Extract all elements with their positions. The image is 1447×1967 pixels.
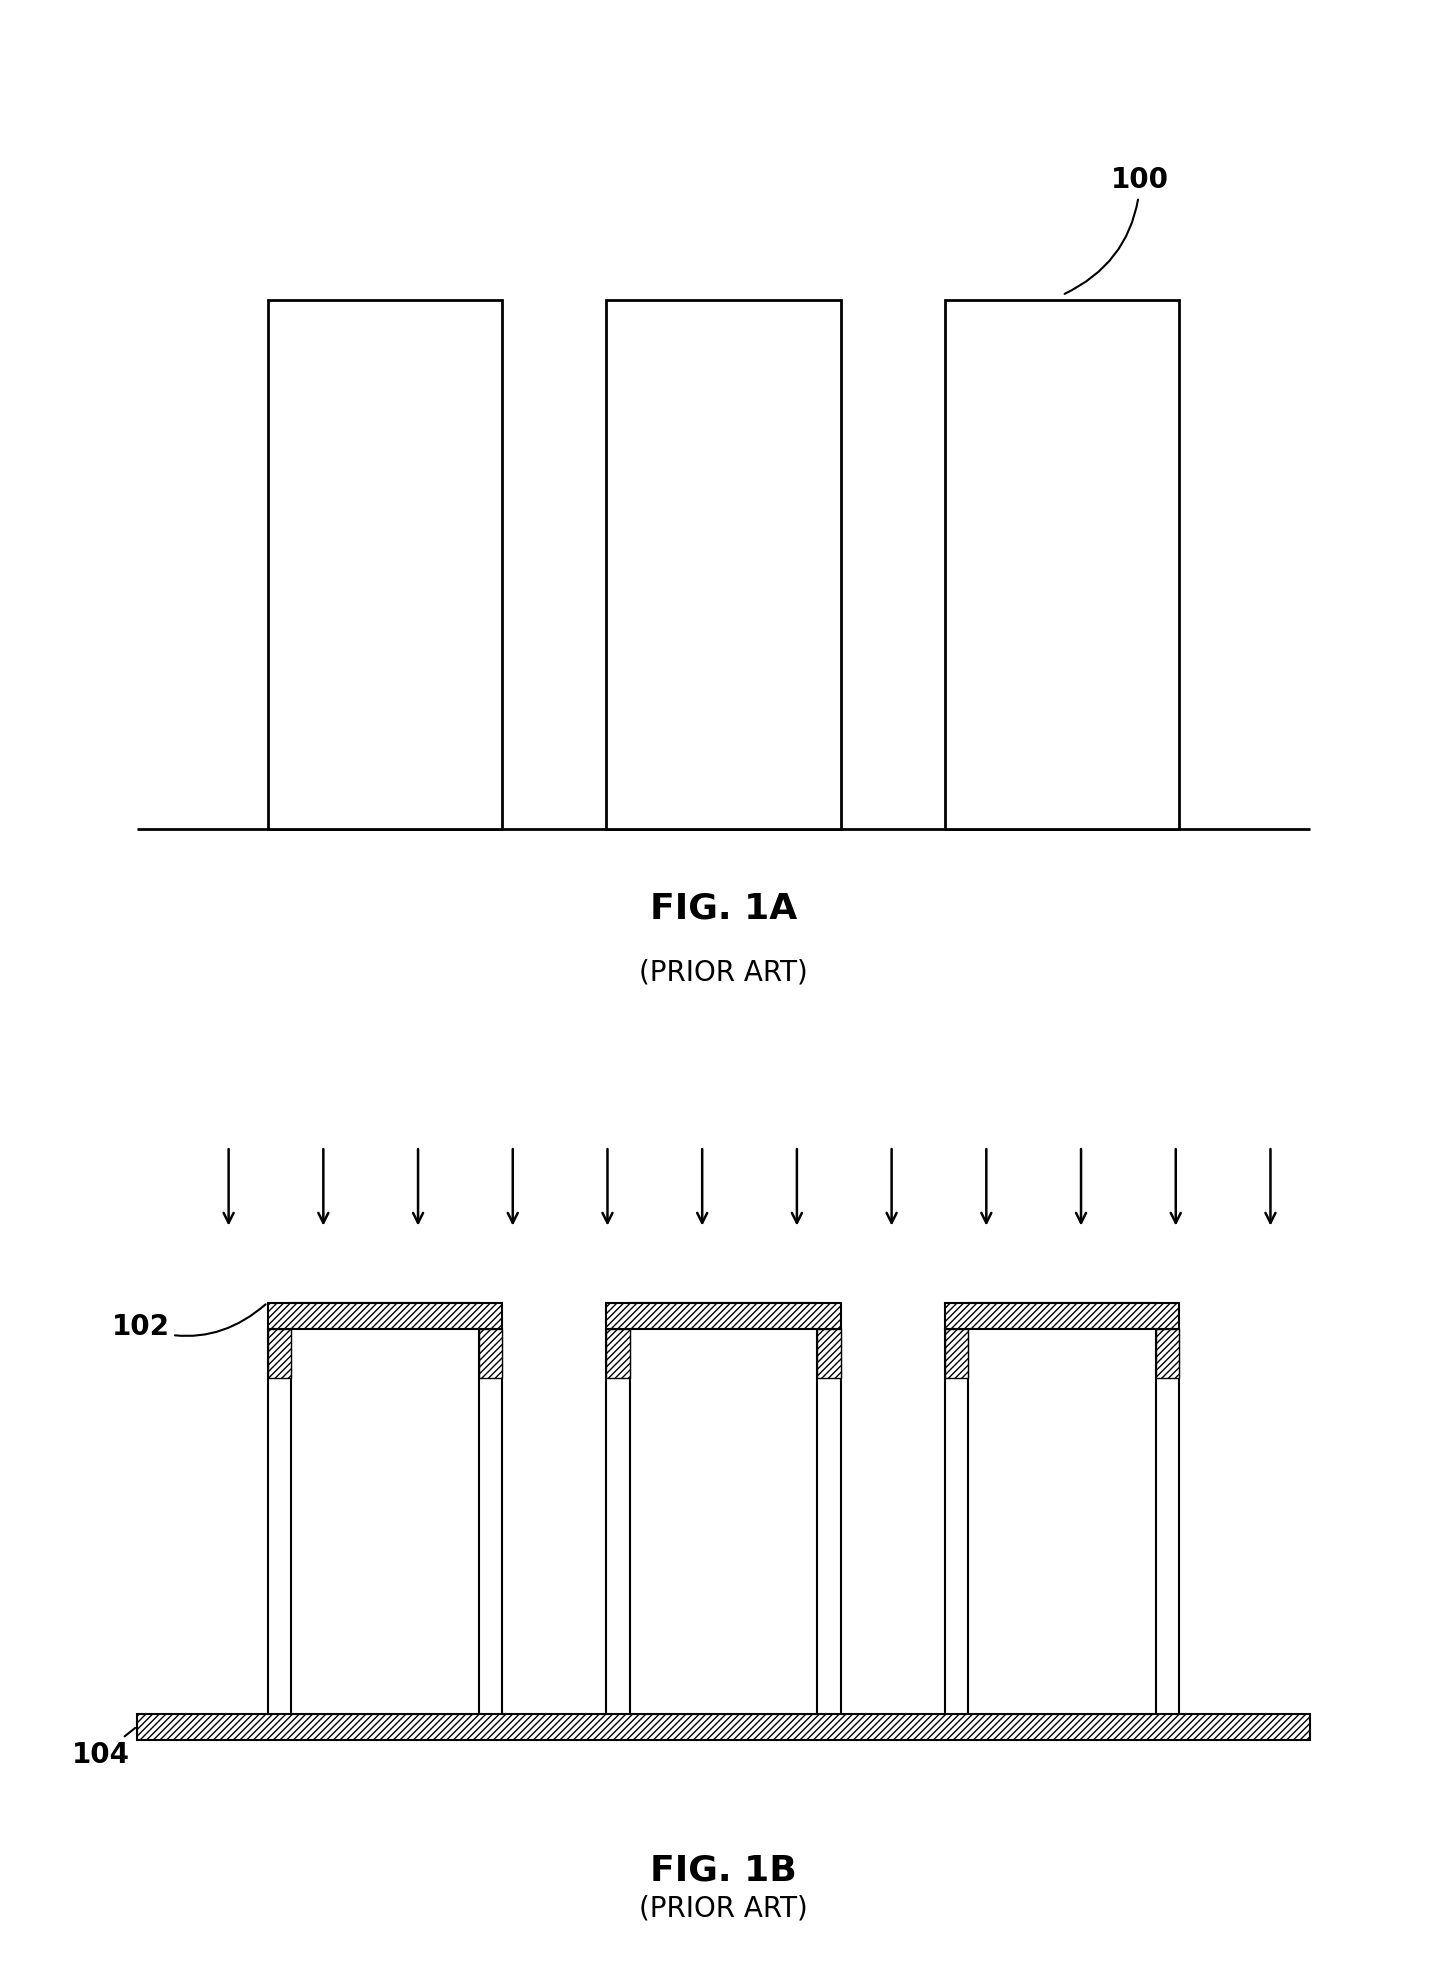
Bar [268,1330,291,1379]
Bar [629,1302,818,1713]
Text: 102: 102 [111,1304,266,1341]
Bar [945,1330,968,1379]
Text: FIG. 1A: FIG. 1A [650,891,797,924]
Text: FIG. 1B: FIG. 1B [650,1853,797,1888]
Bar [945,299,1179,828]
Bar [268,299,502,828]
Bar [1156,1330,1179,1379]
Bar [606,1302,841,1330]
Text: (PRIOR ART): (PRIOR ART) [640,958,807,987]
Bar [137,1713,1310,1741]
Bar [945,1302,1179,1330]
Bar [606,1330,629,1379]
Bar [291,1302,479,1713]
Text: (PRIOR ART): (PRIOR ART) [640,1894,807,1924]
Text: 100: 100 [1065,165,1169,293]
Bar [479,1330,502,1379]
Text: 104: 104 [72,1727,135,1768]
Bar [268,1302,502,1330]
Bar [818,1330,841,1379]
Bar [968,1302,1156,1713]
Bar [606,299,841,828]
